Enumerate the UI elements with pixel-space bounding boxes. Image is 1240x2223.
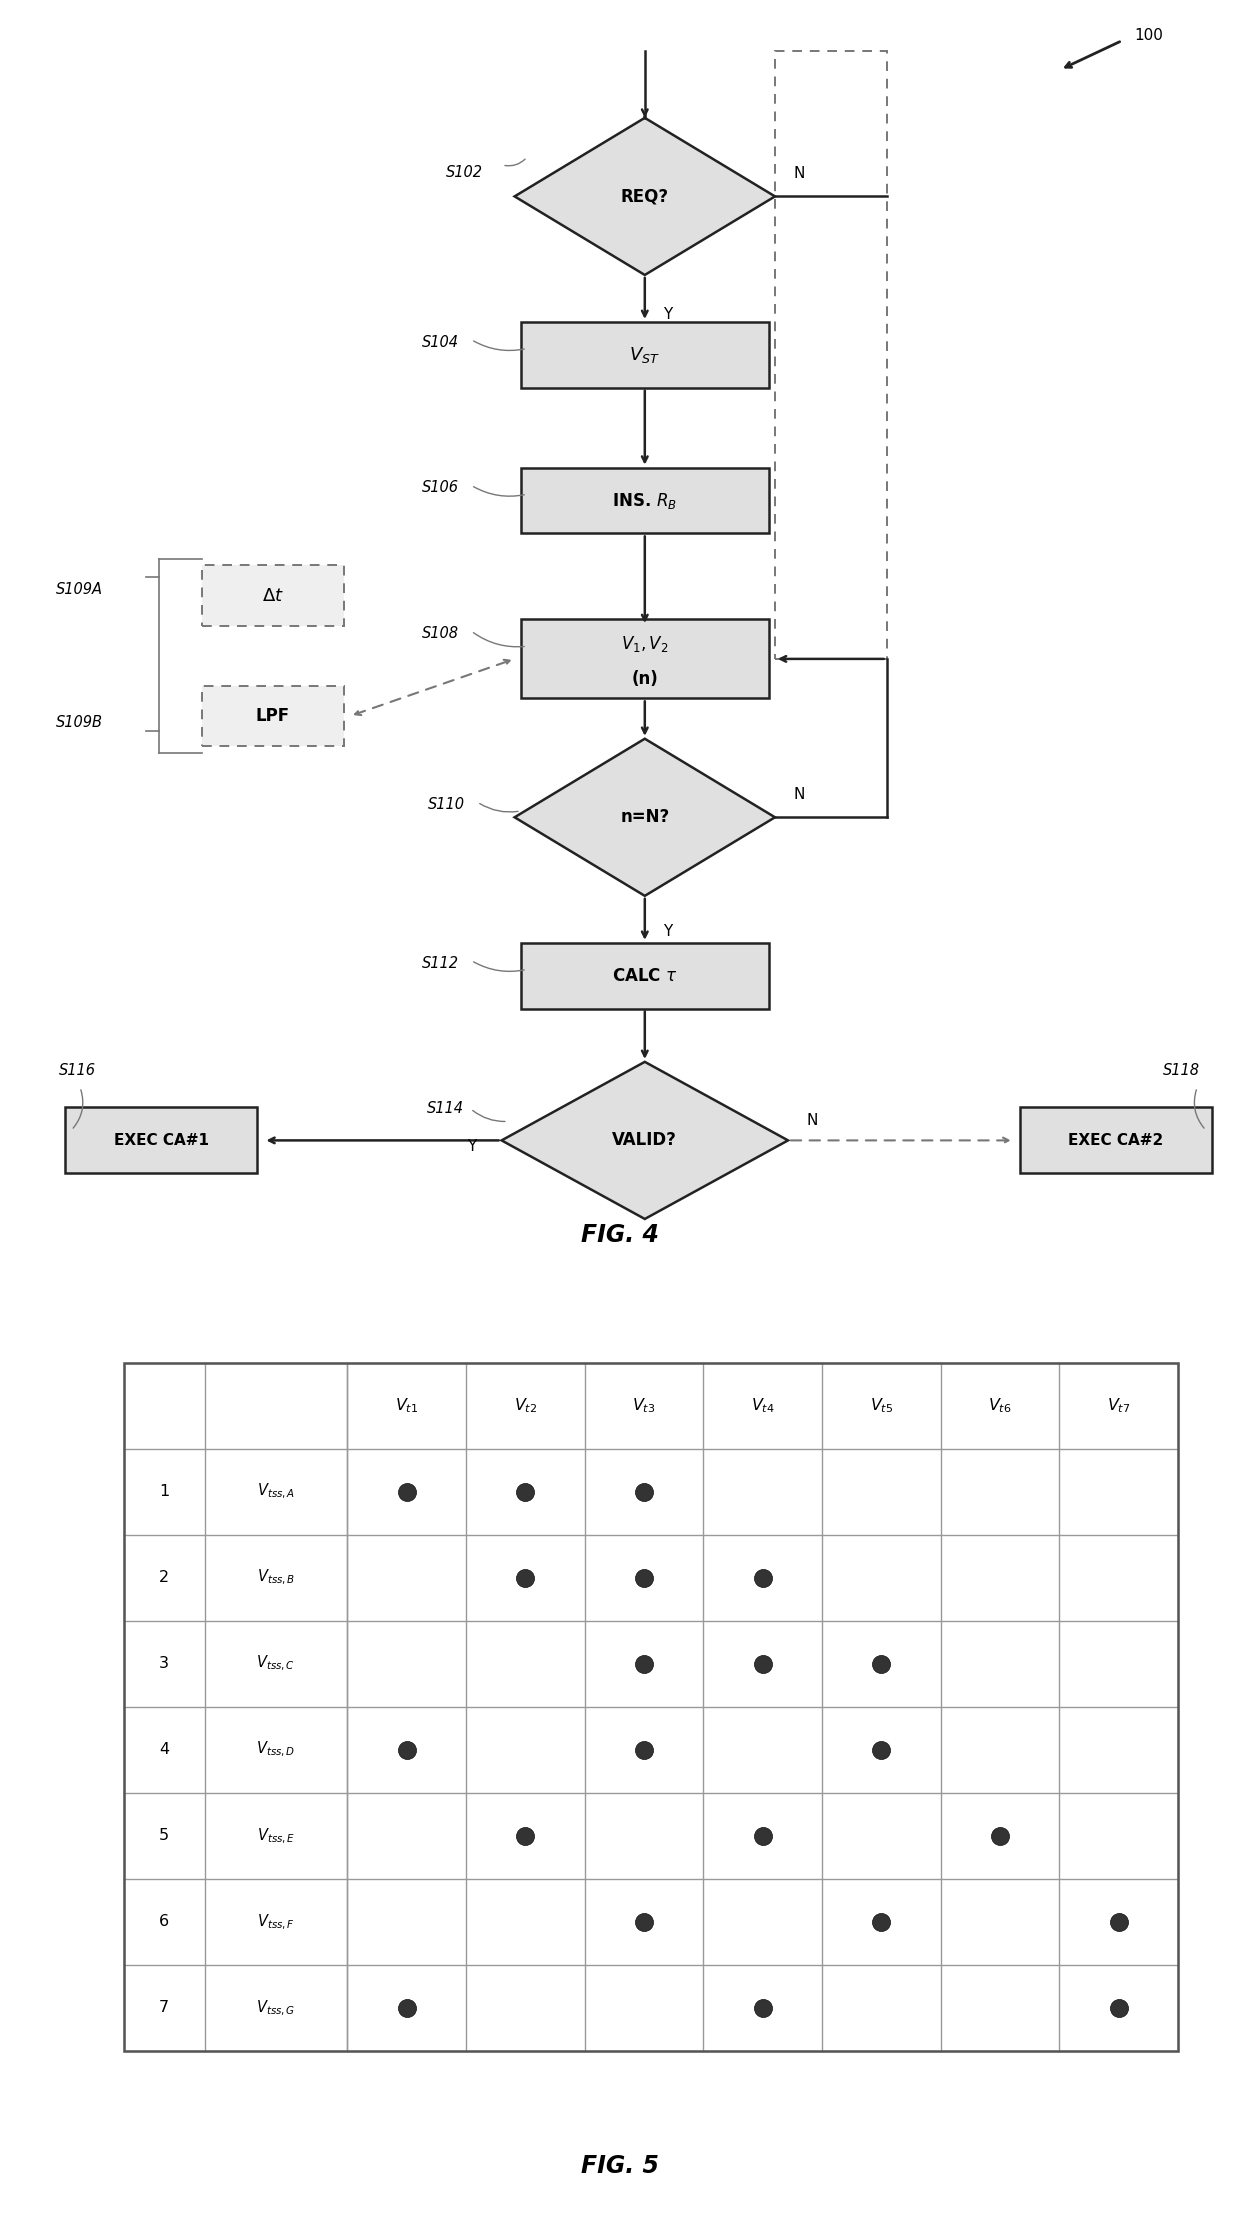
Text: $V_{tss, B}$: $V_{tss, B}$ <box>257 1567 295 1587</box>
Text: S112: S112 <box>422 956 459 971</box>
Text: $V_{tss, F}$: $V_{tss, F}$ <box>257 1912 295 1932</box>
Text: $V_{tss, E}$: $V_{tss, E}$ <box>257 1827 295 1845</box>
Text: 2: 2 <box>159 1569 170 1585</box>
Text: FIG. 4: FIG. 4 <box>582 1223 658 1247</box>
Text: $V_{tss, A}$: $V_{tss, A}$ <box>257 1483 295 1501</box>
Text: $V_{tss, D}$: $V_{tss, D}$ <box>257 1741 295 1758</box>
Text: $V_{t7}$: $V_{t7}$ <box>1107 1396 1131 1416</box>
Text: $V_{t4}$: $V_{t4}$ <box>750 1396 775 1416</box>
Text: $V_{t5}$: $V_{t5}$ <box>869 1396 893 1416</box>
Text: S109A: S109A <box>56 582 103 596</box>
Text: $V_{tss, C}$: $V_{tss, C}$ <box>257 1654 295 1674</box>
Bar <box>521 620 769 698</box>
Text: Y: Y <box>663 925 672 938</box>
Text: Y: Y <box>467 1138 476 1154</box>
Text: EXEC CA#2: EXEC CA#2 <box>1069 1134 1163 1147</box>
Text: S106: S106 <box>422 480 459 496</box>
Text: n=N?: n=N? <box>620 809 670 827</box>
Bar <box>1019 1107 1211 1174</box>
Text: S102: S102 <box>446 165 484 180</box>
Text: REQ?: REQ? <box>621 187 668 205</box>
Bar <box>521 467 769 534</box>
Text: EXEC CA#1: EXEC CA#1 <box>114 1134 208 1147</box>
Polygon shape <box>501 1063 789 1218</box>
Text: 100: 100 <box>1135 29 1163 42</box>
Bar <box>124 1363 1178 2052</box>
Bar <box>775 51 887 658</box>
Bar <box>66 1107 258 1174</box>
Text: 5: 5 <box>159 1827 170 1843</box>
Text: CALC $\tau$: CALC $\tau$ <box>611 967 678 985</box>
Polygon shape <box>515 118 775 276</box>
Text: $V_{t2}$: $V_{t2}$ <box>513 1396 537 1416</box>
Text: S104: S104 <box>422 336 459 349</box>
Text: (n): (n) <box>631 669 658 689</box>
Bar <box>521 322 769 387</box>
Text: N: N <box>794 167 805 182</box>
Text: $V_{tss, G}$: $V_{tss, G}$ <box>257 1998 295 2018</box>
Text: $\Delta t$: $\Delta t$ <box>262 587 284 605</box>
Bar <box>201 565 345 627</box>
Bar <box>521 943 769 1009</box>
Bar <box>201 685 345 747</box>
Text: 1: 1 <box>159 1485 170 1498</box>
Text: N: N <box>794 787 805 803</box>
Text: $V_{t6}$: $V_{t6}$ <box>988 1396 1012 1416</box>
Text: 7: 7 <box>159 2001 170 2016</box>
Text: VALID?: VALID? <box>613 1132 677 1149</box>
Text: $V_{t1}$: $V_{t1}$ <box>394 1396 418 1416</box>
Text: LPF: LPF <box>255 707 290 725</box>
Text: Y: Y <box>663 307 672 322</box>
Text: 4: 4 <box>159 1743 170 1758</box>
Text: S114: S114 <box>427 1100 464 1116</box>
Text: S108: S108 <box>422 627 459 640</box>
Text: 6: 6 <box>159 1914 170 1930</box>
Text: INS. $R_B$: INS. $R_B$ <box>613 491 677 511</box>
Text: 3: 3 <box>159 1656 170 1672</box>
Text: $V_{ST}$: $V_{ST}$ <box>630 345 660 365</box>
Text: S116: S116 <box>60 1063 95 1078</box>
Polygon shape <box>515 738 775 896</box>
Text: N: N <box>807 1114 818 1127</box>
Text: S109B: S109B <box>56 716 103 729</box>
Text: $V_1, V_2$: $V_1, V_2$ <box>621 634 668 654</box>
Text: S118: S118 <box>1163 1063 1200 1078</box>
Text: $V_{t3}$: $V_{t3}$ <box>632 1396 656 1416</box>
Text: S110: S110 <box>428 798 465 811</box>
Text: FIG. 5: FIG. 5 <box>582 2154 658 2179</box>
